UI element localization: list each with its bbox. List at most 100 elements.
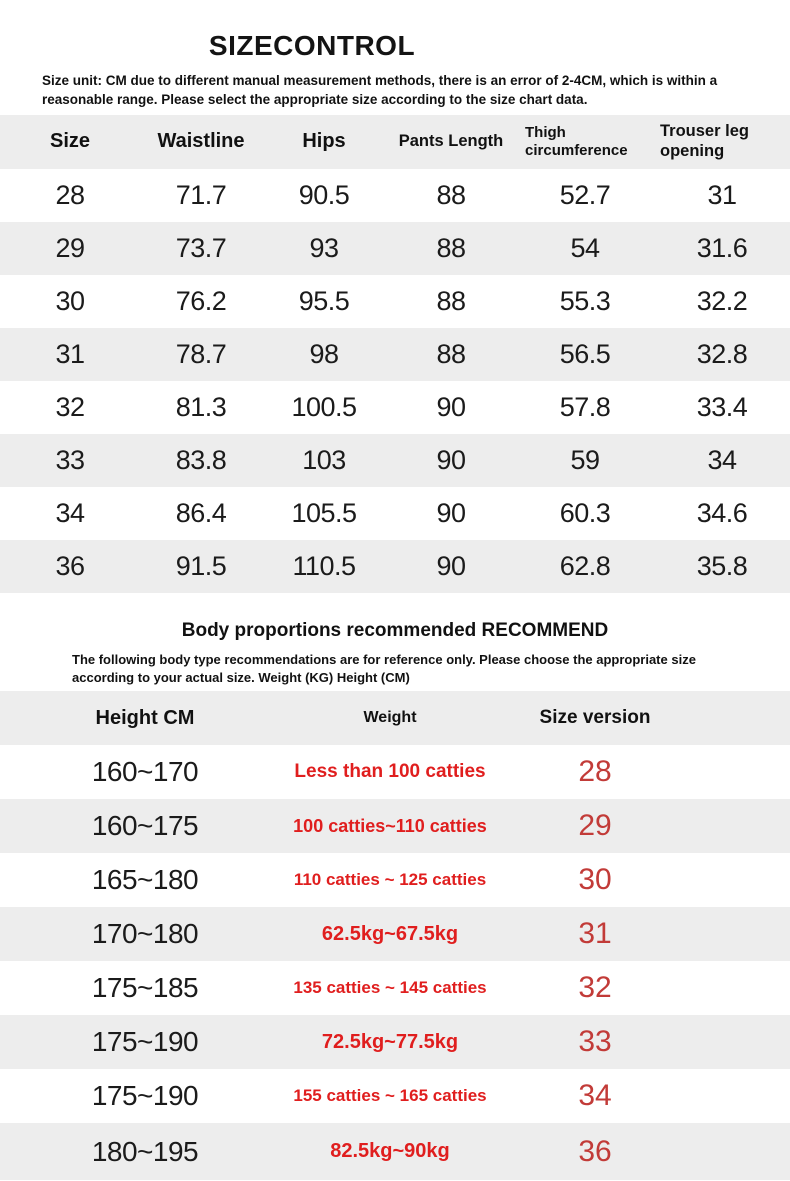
cell-pants-length: 90 [436,391,466,422]
cell-hips: 93 [309,232,339,263]
cell-pants-length: 90 [436,497,466,528]
table-row: 165~180 110 catties ~ 125 catties 30 [0,853,790,908]
cell-leg-opening: 32.8 [696,338,748,369]
cell-waistline: 71.7 [175,179,227,210]
cell-thigh: 59 [570,444,600,475]
cell-thigh: 56.5 [559,338,611,369]
cell-weight-range: 62.5kg~67.5kg [321,922,459,945]
table-row: 170~180 62.5kg~67.5kg 31 [0,907,790,962]
table-row: 175~190 155 catties ~ 165 catties 34 [0,1069,790,1124]
cell-leg-opening: 32.2 [696,285,748,316]
cell-waistline: 78.7 [175,338,227,369]
cell-hips: 110.5 [292,550,356,581]
cell-thigh: 60.3 [559,497,611,528]
recommend-section-title: Body proportions recommended RECOMMEND [181,619,609,641]
table-row: 175~190 72.5kg~77.5kg 33 [0,1015,790,1070]
table-row: 30 76.2 95.5 88 55.3 32.2 [0,274,790,328]
cell-height-range: 160~170 [91,756,199,788]
cell-waistline: 73.7 [175,232,227,263]
cell-leg-opening: 31.6 [696,232,748,263]
table-row: 28 71.7 90.5 88 52.7 31 [0,168,790,222]
cell-size: 34 [55,497,85,528]
cell-hips: 98 [309,338,339,369]
cell-pants-length: 88 [436,338,466,369]
cell-pants-length: 88 [436,179,466,210]
cell-height-range: 160~175 [91,810,199,842]
size-unit-note: Size unit: CM due to different manual me… [42,73,718,107]
cell-thigh: 55.3 [559,285,611,316]
col-header-hips: Hips [302,130,346,153]
table-row: 31 78.7 98 88 56.5 32.8 [0,327,790,381]
cell-size: 33 [55,444,85,475]
cell-size-version: 36 [578,1134,612,1168]
cell-waistline: 91.5 [175,550,227,581]
cell-thigh: 57.8 [559,391,611,422]
cell-hips: 105.5 [291,497,357,528]
size-table-header: Size Waistline Hips Pants Length Thigh c… [0,114,790,169]
cell-weight-range: Less than 100 catties [294,761,486,783]
cell-waistline: 83.8 [175,444,227,475]
cell-size: 28 [55,179,85,210]
cell-leg-opening: 35.8 [696,550,748,581]
cell-size: 29 [55,232,85,263]
table-row: 34 86.4 105.5 90 60.3 34.6 [0,486,790,540]
cell-weight-range: 110 catties ~ 125 catties [293,870,487,890]
cell-thigh: 62.8 [559,550,611,581]
cell-waistline: 86.4 [175,497,227,528]
cell-size-version: 31 [578,917,612,951]
cell-pants-length: 88 [436,232,466,263]
cell-leg-opening: 34 [707,444,737,475]
size-table: Size Waistline Hips Pants Length Thigh c… [0,114,790,593]
cell-waistline: 81.3 [175,391,227,422]
col-header-pants-length: Pants Length [398,132,504,151]
table-row: 175~185 135 catties ~ 145 catties 32 [0,961,790,1016]
cell-size-version: 34 [578,1079,612,1113]
col-header-height-cm: Height CM [95,706,195,729]
col-header-trouser-leg-opening: Trouser leg opening [660,121,749,160]
col-header-thigh-circumference: Thigh circumference [525,123,628,159]
cell-hips: 95.5 [298,285,350,316]
cell-size: 32 [55,391,85,422]
col-header-size-version: Size version [539,707,651,729]
cell-size: 30 [55,285,85,316]
table-row: 36 91.5 110.5 90 62.8 35.8 [0,539,790,593]
cell-weight-range: 155 catties ~ 165 catties [293,1086,487,1106]
table-row: 32 81.3 100.5 90 57.8 33.4 [0,380,790,434]
cell-size-version: 30 [578,863,612,897]
cell-leg-opening: 31 [707,179,737,210]
recommend-table-header: Height CM Weight Size version [0,691,790,746]
cell-weight-range: 135 catties ~ 145 catties [293,978,487,998]
cell-height-range: 175~190 [91,1026,199,1058]
cell-height-range: 180~195 [91,1135,199,1167]
table-row: 180~195 82.5kg~90kg 36 [0,1123,790,1181]
cell-size-version: 28 [578,755,612,789]
cell-hips: 90.5 [298,179,350,210]
recommend-table: Height CM Weight Size version 160~170 Le… [0,691,790,1181]
page-title: SIZECONTROL [208,30,416,61]
cell-hips: 103 [302,444,346,475]
cell-weight-range: 72.5kg~77.5kg [321,1030,459,1053]
cell-pants-length: 88 [436,285,466,316]
col-header-size: Size [49,130,91,153]
cell-height-range: 175~190 [91,1080,199,1112]
table-row: 160~170 Less than 100 catties 28 [0,745,790,800]
cell-height-range: 170~180 [91,918,199,950]
col-header-waistline: Waistline [157,130,245,153]
cell-height-range: 175~185 [91,972,199,1004]
cell-height-range: 165~180 [91,864,199,896]
cell-leg-opening: 34.6 [696,497,748,528]
cell-pants-length: 90 [436,550,466,581]
cell-hips: 100.5 [291,391,357,422]
cell-size-version: 29 [578,809,612,843]
cell-size: 36 [55,550,85,581]
cell-thigh: 54 [570,232,600,263]
col-header-weight: Weight [363,709,417,727]
recommend-note: The following body type recommendations … [72,651,696,685]
cell-size-version: 32 [578,971,612,1005]
table-row: 33 83.8 103 90 59 34 [0,433,790,487]
cell-waistline: 76.2 [175,285,227,316]
cell-size-version: 33 [578,1025,612,1059]
cell-weight-range: 82.5kg~90kg [330,1140,450,1163]
cell-leg-opening: 33.4 [696,391,748,422]
